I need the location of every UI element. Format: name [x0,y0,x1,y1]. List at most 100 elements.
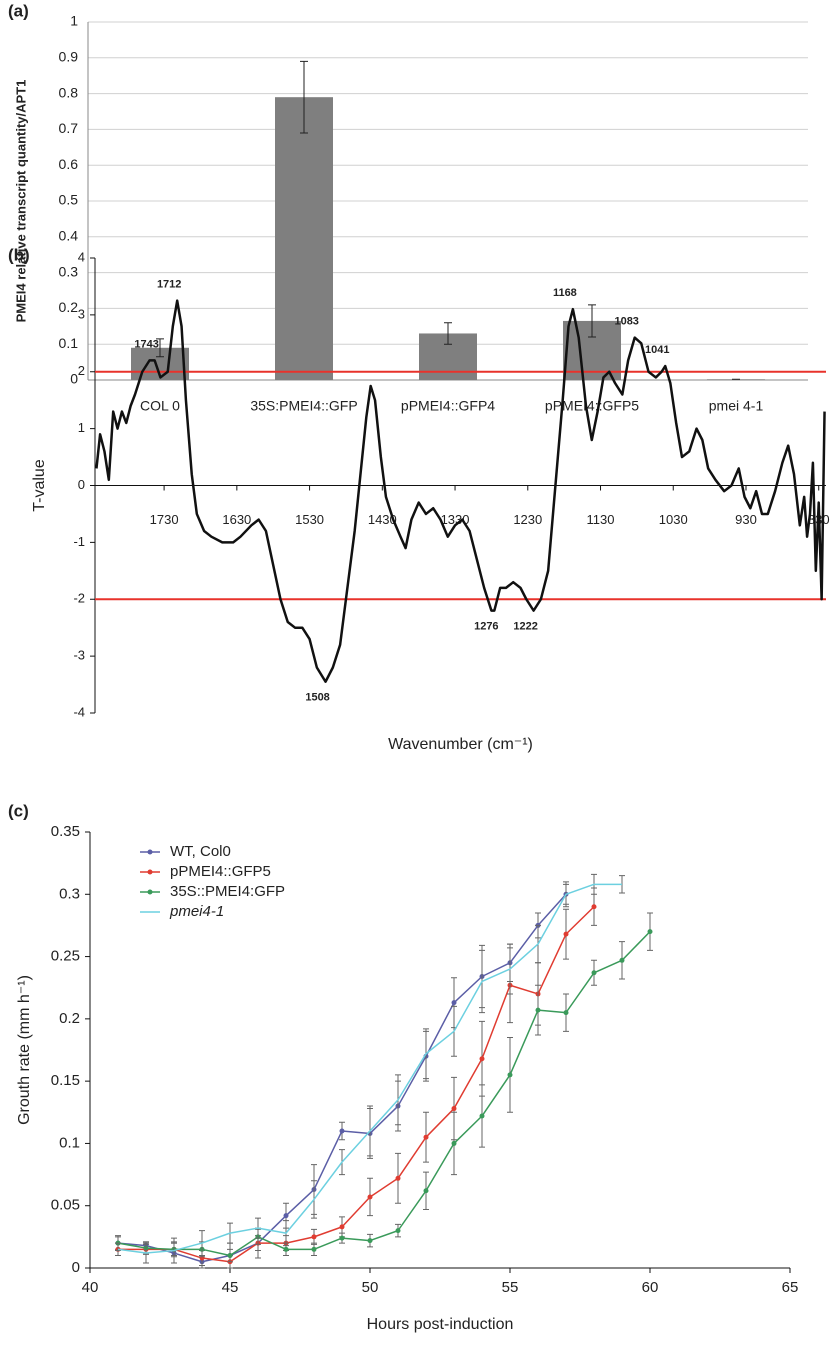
y-tick-label: 2 [78,363,85,378]
y-tick-label: 0.3 [59,263,79,279]
error-bar [444,322,452,345]
legend-label: 35S::PMEI4:GFP [170,883,285,900]
legend-marker [147,869,153,875]
data-point [479,1113,485,1119]
series-line [117,883,622,1254]
data-point [591,970,597,976]
data-point [507,1072,513,1078]
peak-label: 1041 [645,344,669,356]
peak-label: 1222 [513,621,537,633]
data-point [283,1246,289,1252]
data-point [339,1235,345,1241]
y-tick-label: 0.4 [59,228,79,244]
x-axis-label: Hours post-induction [367,1316,514,1333]
series-line [118,906,595,1263]
data-point [367,1194,373,1200]
error-bar [156,338,164,358]
data-point [339,1224,345,1230]
x-tick-label: 930 [735,512,757,527]
y-tick-label: 0 [78,477,85,492]
data-point [311,1246,317,1252]
peak-label: 1276 [474,621,498,633]
data-point [451,1106,457,1112]
x-tick-label: 1230 [513,512,542,527]
x-tick-label: 45 [222,1279,239,1296]
panel-label: (b) [8,245,30,264]
y-tick-label: 0.2 [59,299,79,315]
peak-label: 1508 [305,692,329,704]
y-tick-label: 0.5 [59,192,79,208]
data-point [395,1228,401,1234]
x-tick-label: 1430 [368,512,397,527]
y-tick-label: -3 [73,648,85,663]
y-tick-label: 0.9 [59,49,79,65]
y-tick-label: 0.1 [59,335,79,351]
data-point [535,1007,541,1013]
legend-marker [147,849,153,855]
data-point [647,929,653,935]
x-tick-label: 1030 [659,512,688,527]
y-tick-label: 0.2 [59,1010,80,1027]
data-point [423,1134,429,1140]
data-point [619,957,625,963]
y-axis-label: Grouth rate (mm h⁻¹) [16,975,33,1125]
x-tick-label: 35S:PMEI4::GFP [250,398,357,414]
peak-label: 1712 [157,279,181,291]
data-point [227,1253,233,1259]
x-tick-label: pPMEI4::GFP4 [401,398,495,414]
y-axis-label: T-value [31,459,48,512]
x-tick-label: COL 0 [140,398,180,414]
y-tick-label: 0.25 [51,948,80,965]
legend-label: pPMEI4::GFP5 [170,863,271,880]
y-tick-label: 0.05 [51,1197,80,1214]
panel-label: (c) [8,801,29,820]
x-axis-label: Wavenumber (cm⁻¹) [388,736,533,753]
x-tick-label: 65 [782,1279,799,1296]
series-line [95,299,826,683]
x-tick-label: 1530 [295,512,324,527]
peak-label: 1083 [614,316,638,328]
y-tick-label: 4 [78,249,85,264]
x-tick-label: 1130 [587,512,615,527]
error-bar [300,60,308,134]
peak-label: 1168 [553,287,577,299]
y-tick-label: -2 [73,591,85,606]
x-tick-label: 50 [362,1279,379,1296]
y-tick-label: 0.35 [51,823,80,840]
y-tick-label: 0 [70,371,78,387]
series-line [117,931,651,1257]
x-tick-label: pmei 4-1 [709,398,764,414]
y-tick-label: 0.7 [59,120,79,136]
peak-label: 1743 [134,338,158,350]
data-point [367,1238,373,1244]
series-line [117,893,567,1263]
data-point [563,931,569,937]
y-tick-label: -4 [73,704,85,719]
data-point [451,1140,457,1146]
y-tick-label: 1 [78,420,85,435]
y-tick-label: 0 [72,1259,80,1276]
data-point [395,1175,401,1181]
y-tick-label: 3 [78,306,85,321]
data-point [479,1056,485,1062]
data-point [451,1000,457,1006]
x-tick-label: 1330 [441,512,470,527]
y-axis-label: PMEI4 relative transcript quantity/APT1 [13,80,28,323]
x-tick-label: 40 [82,1279,99,1296]
x-tick-label: 60 [642,1279,659,1296]
panel-label: (a) [8,1,29,20]
data-point [563,1010,569,1016]
error-bar [588,304,596,338]
data-point [283,1213,289,1219]
data-point [591,904,597,910]
legend-label: pmei4-1 [169,903,224,920]
y-tick-label: -1 [73,534,85,549]
y-tick-label: 0.6 [59,156,79,172]
data-point [311,1234,317,1240]
x-tick-label: 1730 [150,512,179,527]
y-tick-label: 0.3 [59,885,80,902]
x-tick-label: pPMEI4::GFP5 [545,398,639,414]
y-tick-label: 0.15 [51,1072,80,1089]
y-tick-label: 0.1 [59,1134,80,1151]
